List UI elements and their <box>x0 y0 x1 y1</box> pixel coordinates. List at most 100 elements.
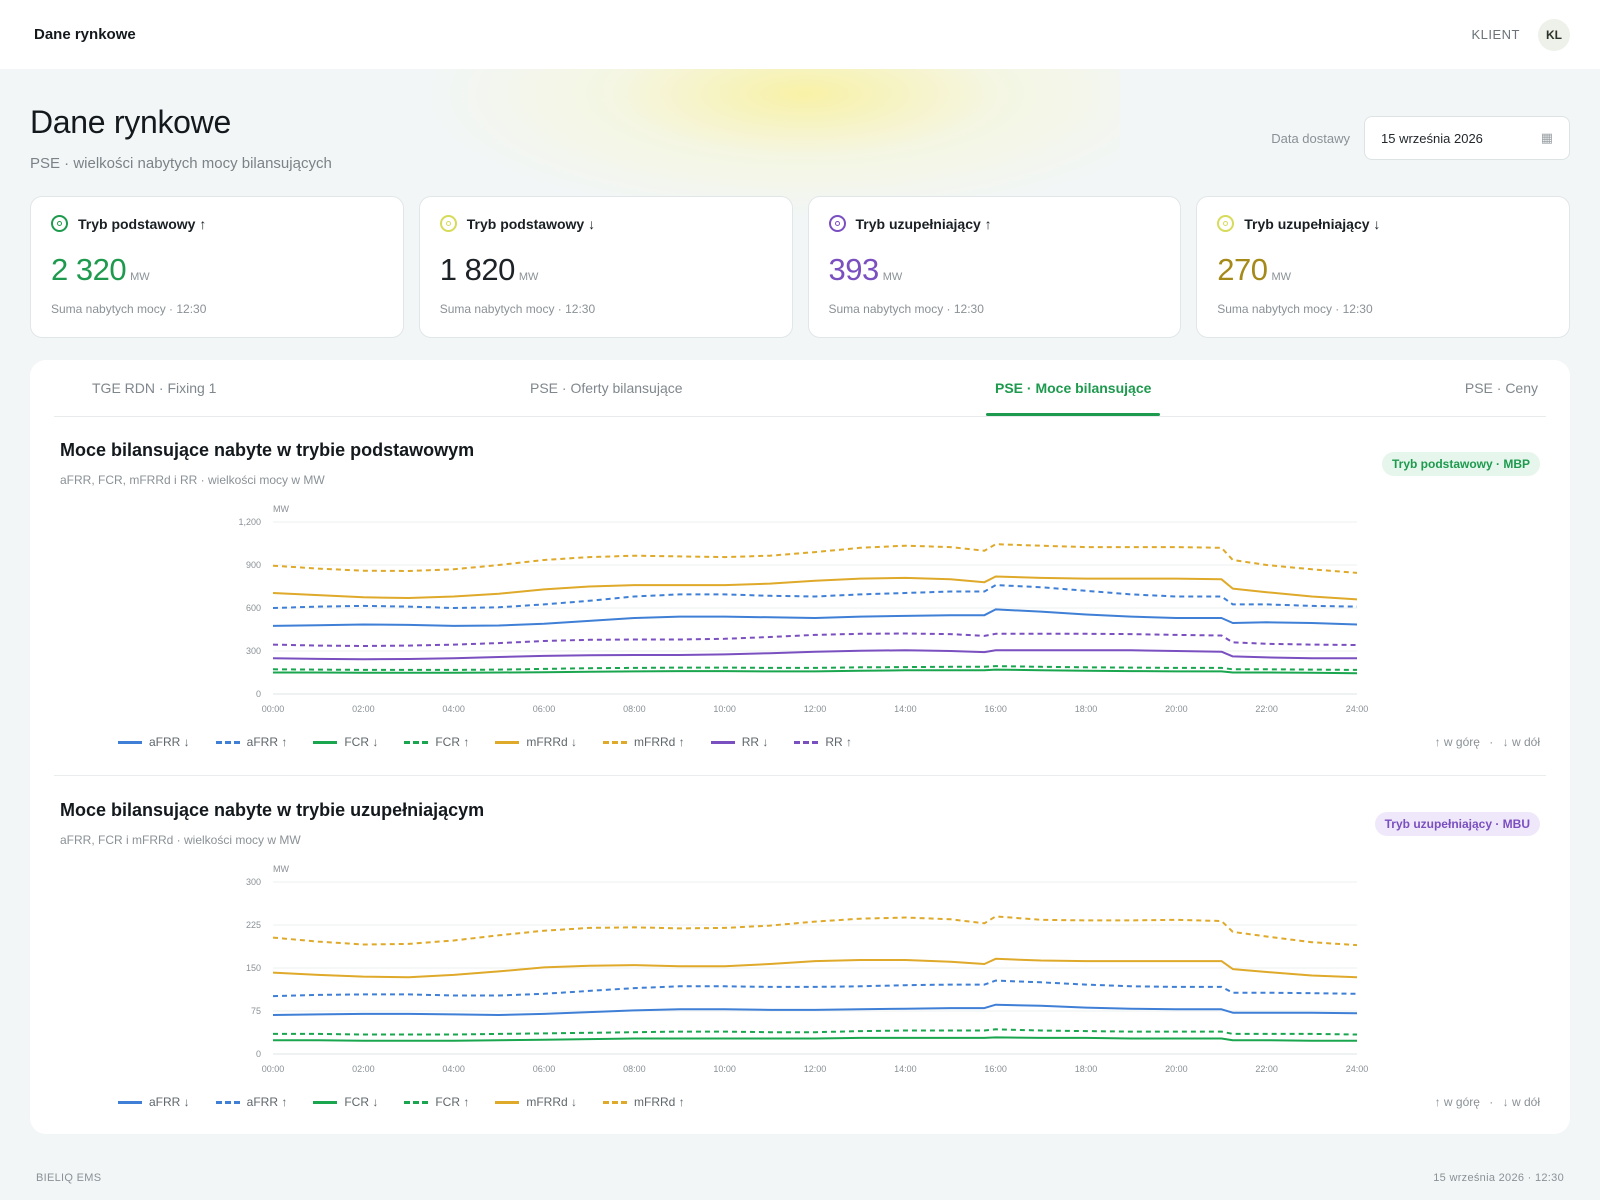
legend-item[interactable]: mFRRd ↓ <box>495 1095 577 1109</box>
card-value-row: 1 820 MW <box>440 252 772 288</box>
client-label: KLIENT <box>1471 27 1520 42</box>
summary-card: Tryb podstawowy ↓ 1 820 MW Suma nabytych mo… <box>418 196 793 338</box>
chart-2-title: Moce bilansujące nabyte w trybie uzupełn… <box>60 800 485 820</box>
page-subtitle: PSE · wielkości nabytych mocy bilansując… <box>30 155 332 172</box>
legend-item[interactable]: RR ↓ <box>710 735 769 749</box>
x-tick-label: 24:00 <box>1346 704 1369 714</box>
legend-swatch <box>603 740 628 744</box>
direction-separator: · <box>1489 735 1494 749</box>
y-tick-label: 150 <box>246 963 261 973</box>
legend-label: FCR ↑ <box>435 1095 470 1109</box>
x-tick-label: 18:00 <box>1075 1064 1098 1074</box>
y-tick-label: 225 <box>246 920 261 930</box>
legend-swatch <box>404 740 429 744</box>
card-unit: MW <box>130 271 150 283</box>
x-tick-label: 16:00 <box>984 704 1007 714</box>
chart-1-legend: aFRR ↓ aFRR ↑ FCR ↓ FCR ↑ mFRRd ↓ mFRRd ↑ RR ↓… <box>118 735 878 749</box>
mode-badge-mbp: Tryb podstawowy · MBP <box>1381 452 1540 476</box>
summary-card: Tryb uzupełniający ↓ 270 MW Suma nabytych m… <box>1196 196 1570 338</box>
x-tick-label: 00:00 <box>262 1064 285 1074</box>
chart-1-title: Moce bilansujące nabyte w trybie podstaw… <box>60 440 475 460</box>
y-tick-label: 300 <box>246 877 261 887</box>
card-title: Tryb uzupełniający ↓ <box>1244 215 1381 232</box>
x-tick-label: 08:00 <box>623 704 646 714</box>
summary-card: Tryb podstawowy ↑ 2 320 MW Suma nabytych mo… <box>30 196 404 338</box>
series-line-3 <box>273 1036 1357 1042</box>
summary-cards: Tryb podstawowy ↑ 2 320 MW Suma nabytych mo… <box>30 196 1570 338</box>
legend-item[interactable]: aFRR ↑ <box>215 1095 288 1109</box>
legend-item[interactable]: mFRRd ↑ <box>603 1095 685 1109</box>
card-value: 1 820 <box>439 252 516 287</box>
card-value-row: 270 MW <box>1217 252 1549 288</box>
tab-2[interactable]: PSE · Oferty bilansujące <box>530 380 683 396</box>
legend-label: mFRRd ↑ <box>634 735 685 749</box>
legend-item[interactable]: FCR ↑ <box>404 1095 469 1109</box>
legend-swatch <box>215 740 240 744</box>
legend-label: aFRR ↑ <box>246 1095 288 1109</box>
x-tick-label: 20:00 <box>1165 1064 1188 1074</box>
legend-item[interactable]: FCR ↑ <box>404 735 469 749</box>
card-unit: MW <box>1271 271 1292 283</box>
legend-swatch <box>313 740 338 744</box>
legend-label: mFRRd ↑ <box>634 1095 685 1109</box>
charts-panel: TGE RDN · Fixing 1 PSE · Oferty bilansują… <box>30 360 1570 1134</box>
direction-up-label: ↑ w górę <box>1434 735 1480 749</box>
tab-1[interactable]: TGE RDN · Fixing 1 <box>92 380 217 396</box>
legend-label: RR ↓ <box>741 735 769 749</box>
legend-item[interactable]: aFRR ↑ <box>215 735 287 749</box>
legend-swatch <box>603 1100 628 1104</box>
tab-bar: TGE RDN · Fixing 1 PSE · Oferty bilansują… <box>54 360 1546 417</box>
legend-swatch <box>495 1100 520 1104</box>
series-line-5 <box>272 957 1358 979</box>
page-header: Dane rynkowe PSE · wielkości nabytych mo… <box>30 104 332 172</box>
delivery-date-picker[interactable]: 15 września 2026 ▦ <box>1364 116 1570 160</box>
target-icon <box>1217 215 1235 232</box>
app-brand[interactable]: Dane rynkowe <box>34 26 136 43</box>
calendar-icon[interactable]: ▦ <box>1540 130 1553 145</box>
legend-label: FCR ↓ <box>344 735 379 749</box>
series-line-6 <box>272 915 1358 947</box>
card-title-row: Tryb uzupełniający ↑ <box>828 215 1161 232</box>
x-tick-label: 04:00 <box>442 704 465 714</box>
chart-2-plot: MW 0 75 150 225 300 00:00 02:00 04:00 06:00 08:00 1… <box>246 864 1368 1074</box>
series-line-4 <box>272 665 1358 671</box>
legend-item[interactable]: mFRRd ↓ <box>495 735 577 749</box>
avatar[interactable]: KL <box>1538 18 1570 51</box>
x-tick-label: 20:00 <box>1165 704 1188 714</box>
tab-4[interactable]: PSE · Ceny <box>1464 380 1538 396</box>
legend-item[interactable]: FCR ↓ <box>313 735 378 749</box>
legend-item[interactable]: aFRR ↓ <box>118 1095 190 1109</box>
card-title-row: Tryb uzupełniający ↓ <box>1217 215 1549 232</box>
y-tick-label: 1,200 <box>238 517 261 527</box>
direction-up-label: ↑ w górę <box>1434 1095 1480 1109</box>
target-icon <box>828 215 846 232</box>
legend-label: mFRRd ↓ <box>526 1095 578 1109</box>
tab-3[interactable]: PSE · Moce bilansujące <box>995 380 1152 396</box>
delivery-date: Data dostawy 15 września 2026 ▦ <box>1271 116 1570 160</box>
card-title: Tryb uzupełniający ↑ <box>855 215 992 232</box>
page-title: Dane rynkowe <box>30 104 231 140</box>
x-tick-label: 06:00 <box>533 704 556 714</box>
x-tick-label: 08:00 <box>623 1064 646 1074</box>
card-value: 393 <box>828 252 880 287</box>
y-tick-label: 0 <box>256 689 261 699</box>
legend-item[interactable]: aFRR ↓ <box>118 735 190 749</box>
legend-item[interactable]: FCR ↓ <box>313 1095 378 1109</box>
series-line-8 <box>272 632 1358 647</box>
legend-item[interactable]: mFRRd ↑ <box>603 735 685 749</box>
delivery-date-label: Data dostawy <box>1271 130 1350 146</box>
y-tick-label: 75 <box>251 1006 261 1016</box>
legend-swatch <box>794 740 819 744</box>
y-tick-label: 300 <box>246 646 261 656</box>
user-area: KLIENT KL <box>1471 18 1570 51</box>
chart-1-direction-key: ↑ w górę · ↓ w dół <box>1429 735 1540 749</box>
card-title: Tryb podstawowy ↑ <box>78 215 207 232</box>
legend-swatch <box>495 740 520 744</box>
chart-1-plot: MW 0 300 600 900 1,200 00:00 02:00 04:00 06:00 08:… <box>238 504 1369 714</box>
legend-item[interactable]: RR ↑ <box>794 735 852 749</box>
active-tab-indicator <box>986 413 1160 416</box>
x-tick-label: 22:00 <box>1255 704 1278 714</box>
card-value: 270 <box>1217 252 1268 287</box>
chart-2-header: Moce bilansujące nabyte w trybie uzupełn… <box>60 800 484 847</box>
x-tick-label: 14:00 <box>894 1064 917 1074</box>
